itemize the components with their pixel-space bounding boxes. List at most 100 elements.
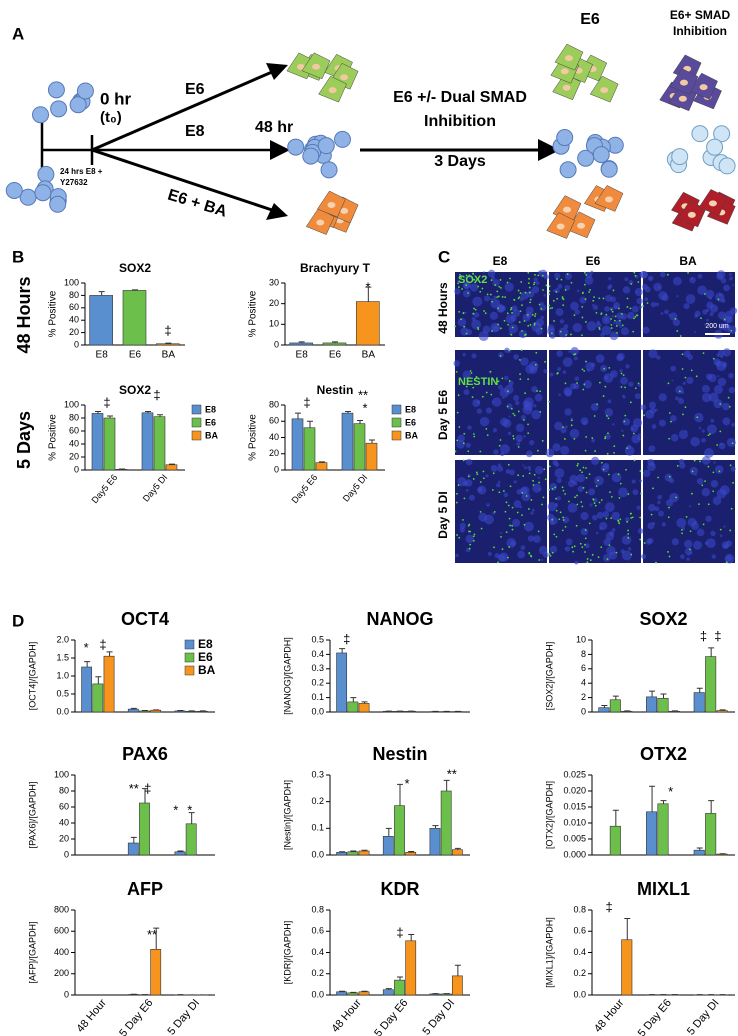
nuclei	[570, 301, 579, 311]
nuclei	[706, 301, 714, 309]
stain	[496, 296, 499, 298]
stain	[588, 291, 591, 293]
nucleus	[708, 200, 717, 207]
stain	[562, 489, 565, 492]
nucleus	[564, 55, 573, 62]
annotation: **	[129, 781, 139, 796]
nuclei	[532, 483, 542, 493]
error-bar	[345, 411, 351, 414]
stain	[468, 274, 471, 277]
nuclei	[634, 393, 641, 400]
label: E8	[185, 123, 205, 140]
nuclei	[689, 276, 696, 284]
stain	[458, 310, 461, 313]
y-tick-label: 0.0	[311, 706, 324, 716]
y-tick-label: 0.6	[573, 926, 586, 936]
stain	[618, 522, 621, 524]
nuclei	[516, 442, 521, 446]
stain	[548, 304, 551, 307]
stain	[581, 334, 583, 337]
stain	[519, 292, 522, 294]
nuclei	[468, 494, 475, 501]
stain	[463, 432, 466, 435]
stain	[690, 369, 693, 372]
stain	[607, 417, 610, 420]
nuclei	[456, 439, 465, 449]
nuclei	[698, 426, 702, 430]
nuclei	[543, 274, 550, 280]
cell	[76, 82, 94, 100]
y-tick-label: 0	[274, 339, 279, 349]
row-label: Day 5 E6	[436, 390, 450, 440]
stain	[455, 370, 458, 373]
stain	[472, 478, 475, 480]
stain	[533, 283, 535, 286]
error-bar	[612, 695, 619, 700]
cell	[69, 96, 87, 114]
stain	[702, 523, 705, 526]
nuclei	[457, 434, 465, 442]
legend-label: BA	[205, 430, 218, 440]
y-axis-label: % Positive	[248, 414, 259, 461]
stain	[583, 271, 586, 274]
nuclei	[670, 415, 677, 422]
nuclei	[554, 468, 565, 478]
nuclei	[496, 483, 501, 488]
stain	[536, 390, 538, 392]
label: E6	[580, 11, 600, 28]
nuclei	[499, 531, 502, 534]
nuclei	[678, 398, 685, 405]
annotation: *	[187, 802, 192, 817]
stain	[504, 296, 507, 299]
y-axis-label: [MIXL1]/[GAPDH]	[544, 917, 554, 988]
stain	[457, 394, 460, 397]
nuclei	[716, 353, 720, 357]
stain	[499, 279, 502, 281]
stain	[695, 375, 698, 378]
stain	[650, 513, 653, 516]
stain	[493, 510, 496, 513]
stain	[498, 444, 501, 447]
nuclei	[584, 276, 594, 285]
nuclei	[596, 322, 602, 328]
nuclei	[556, 350, 563, 357]
bar	[609, 825, 621, 856]
stain	[533, 322, 536, 325]
stain	[528, 472, 531, 475]
nuclei	[606, 545, 616, 556]
nuclei	[583, 380, 592, 389]
stain	[582, 486, 585, 489]
bar	[358, 991, 370, 996]
error-bar	[660, 800, 667, 804]
panel-label: B	[12, 247, 24, 266]
stain	[584, 551, 586, 553]
nuclei	[528, 468, 532, 472]
stain	[626, 297, 629, 300]
row-label: Day 5 DI	[436, 491, 450, 538]
stain	[615, 325, 618, 327]
nuclei	[641, 553, 647, 560]
stain	[469, 543, 472, 546]
nuclei	[720, 355, 724, 359]
stain	[501, 377, 504, 380]
stain	[584, 543, 586, 546]
nuclei	[513, 500, 522, 508]
nuclei	[580, 527, 589, 536]
stain	[719, 430, 722, 433]
y-tick-label: 40	[69, 438, 79, 448]
stain	[553, 533, 556, 536]
stain	[717, 298, 720, 301]
nuclei	[701, 437, 706, 443]
stain	[697, 503, 700, 506]
nuclei	[535, 466, 544, 475]
nuclei	[709, 312, 714, 317]
y-axis-label: % Positive	[48, 414, 59, 461]
error-bar	[332, 341, 338, 343]
nuclei	[619, 369, 623, 373]
chart-title: SOX2	[639, 609, 687, 629]
error-bar	[696, 687, 703, 693]
cell	[691, 125, 709, 143]
stain	[542, 496, 545, 499]
stain	[613, 451, 615, 454]
stain	[626, 447, 629, 450]
